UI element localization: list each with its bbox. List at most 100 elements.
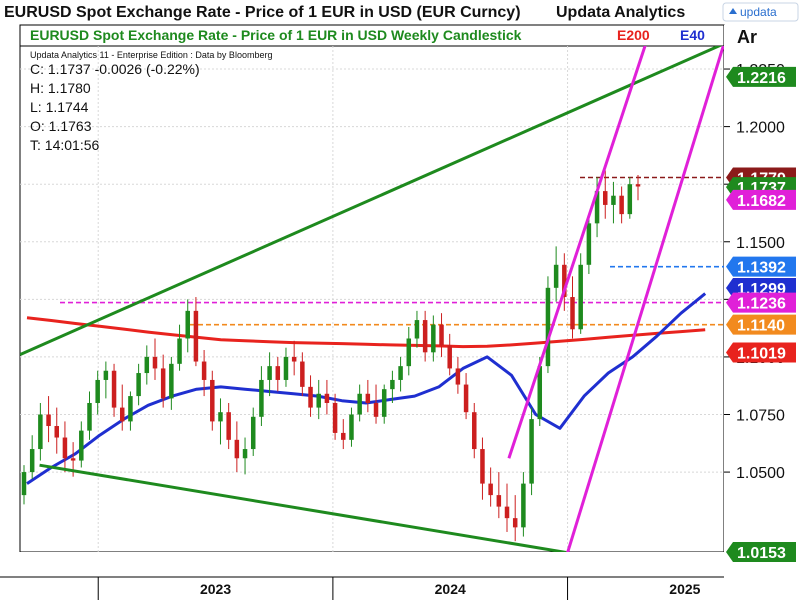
candle-body bbox=[300, 361, 305, 387]
candle bbox=[267, 352, 272, 397]
candle bbox=[562, 253, 567, 311]
magenta-channel-lower bbox=[566, 46, 724, 552]
grid-layer bbox=[20, 46, 724, 552]
candle bbox=[422, 310, 428, 362]
candle-body bbox=[259, 379, 264, 417]
candle-body bbox=[324, 393, 330, 403]
candle bbox=[627, 177, 633, 219]
candle bbox=[128, 391, 133, 431]
candle bbox=[365, 379, 371, 413]
candle bbox=[341, 419, 346, 450]
candle bbox=[373, 384, 379, 424]
candle bbox=[144, 345, 150, 385]
candle bbox=[177, 324, 182, 371]
candle-body bbox=[21, 472, 27, 496]
candle bbox=[463, 373, 469, 420]
candle bbox=[529, 407, 534, 496]
candle-body bbox=[341, 432, 346, 440]
price-tag-7: 1.1140 bbox=[726, 314, 796, 335]
candle bbox=[300, 352, 305, 397]
candle bbox=[54, 407, 59, 454]
candle bbox=[46, 396, 51, 443]
price-tag-shape bbox=[726, 314, 796, 335]
price-tag-label: 1.2216 bbox=[737, 70, 786, 87]
candle-body bbox=[250, 416, 256, 450]
series-line-e40 bbox=[26, 292, 707, 485]
candle-body bbox=[529, 419, 534, 484]
candle-body bbox=[242, 449, 248, 459]
candle-body bbox=[128, 396, 133, 422]
updata-logo-icon: updata bbox=[722, 2, 799, 22]
candle-body bbox=[218, 412, 223, 422]
candle bbox=[488, 467, 493, 507]
price-tag-9: 1.0153 bbox=[726, 542, 796, 562]
candle bbox=[431, 315, 436, 362]
candle bbox=[160, 354, 166, 408]
price-tag-shape bbox=[726, 256, 796, 277]
readout-time: T: 14:01:56 bbox=[30, 137, 99, 153]
candle bbox=[152, 338, 158, 380]
x-tick-label-2024: 2024 bbox=[435, 581, 466, 597]
x-tick-label-2025: 2025 bbox=[669, 581, 700, 597]
candle-body bbox=[611, 195, 616, 205]
trendline-layer bbox=[20, 46, 724, 552]
y-tick-label-1: 1.2000 bbox=[736, 120, 785, 137]
candle-body bbox=[46, 414, 51, 427]
candle bbox=[210, 370, 215, 431]
candle-body bbox=[619, 195, 624, 215]
candle bbox=[349, 407, 354, 447]
axis-unit-label: Ar bbox=[737, 27, 757, 47]
chart-subtitle: Updata Analytics 11 - Enterprise Edition… bbox=[30, 50, 272, 60]
candle bbox=[193, 297, 199, 367]
price-tag-8: 1.1019 bbox=[726, 342, 796, 363]
price-tag-6: 1.1236 bbox=[726, 292, 796, 313]
candle-body bbox=[381, 389, 387, 417]
candle-body bbox=[29, 449, 35, 473]
candle-body bbox=[545, 287, 551, 367]
candle bbox=[545, 276, 551, 374]
candle bbox=[283, 347, 289, 387]
candle-body bbox=[316, 393, 321, 408]
candle-body bbox=[496, 495, 502, 507]
candle-body bbox=[455, 368, 461, 385]
candle bbox=[21, 465, 27, 505]
legend-e40[interactable]: E40 bbox=[680, 27, 705, 43]
price-tag-3: 1.1682 bbox=[726, 189, 796, 210]
moving-average-layer bbox=[26, 292, 707, 485]
time-axis[interactable] bbox=[0, 552, 724, 600]
candle-body bbox=[62, 437, 68, 459]
candle-body bbox=[169, 363, 174, 399]
price-tag-label: 1.1019 bbox=[737, 346, 786, 363]
candle-body bbox=[439, 324, 444, 346]
candle-body bbox=[512, 518, 518, 528]
candle bbox=[275, 356, 281, 392]
candle bbox=[553, 246, 559, 302]
candle bbox=[578, 253, 583, 334]
price-tag-4: 1.1392 bbox=[726, 256, 796, 277]
candle-body bbox=[390, 379, 395, 390]
candle-body bbox=[398, 366, 403, 380]
candle-body bbox=[136, 373, 141, 397]
candle bbox=[234, 421, 240, 473]
candle-body bbox=[234, 439, 240, 459]
y-tick-label-3: 1.1500 bbox=[736, 235, 785, 252]
candle-body bbox=[95, 379, 100, 403]
candle bbox=[381, 384, 387, 424]
candle bbox=[406, 326, 412, 376]
price-tag-shape bbox=[726, 66, 796, 87]
lower-channel-line bbox=[39, 463, 568, 552]
candle-body bbox=[308, 386, 313, 408]
candle bbox=[570, 276, 575, 339]
candle bbox=[250, 407, 256, 456]
legend-e200[interactable]: E200 bbox=[617, 27, 650, 43]
candle-body bbox=[144, 356, 150, 374]
candle-body bbox=[103, 370, 109, 380]
candle-body bbox=[521, 483, 526, 528]
candle-body bbox=[87, 402, 92, 431]
candle-body bbox=[373, 402, 379, 417]
candle-body bbox=[480, 449, 485, 484]
candle bbox=[38, 402, 43, 461]
candle-body bbox=[275, 366, 281, 380]
candle-body bbox=[201, 361, 207, 380]
candle-body bbox=[349, 414, 354, 440]
